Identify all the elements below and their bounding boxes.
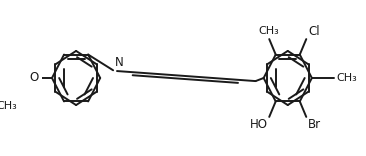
Text: HO: HO [250, 118, 268, 132]
Text: Cl: Cl [308, 24, 320, 38]
Text: Br: Br [308, 118, 321, 132]
Text: CH₃: CH₃ [259, 26, 280, 36]
Text: O: O [30, 71, 39, 85]
Text: CH₃: CH₃ [336, 73, 357, 83]
Text: CH₃: CH₃ [0, 101, 17, 111]
Text: N: N [115, 56, 123, 69]
